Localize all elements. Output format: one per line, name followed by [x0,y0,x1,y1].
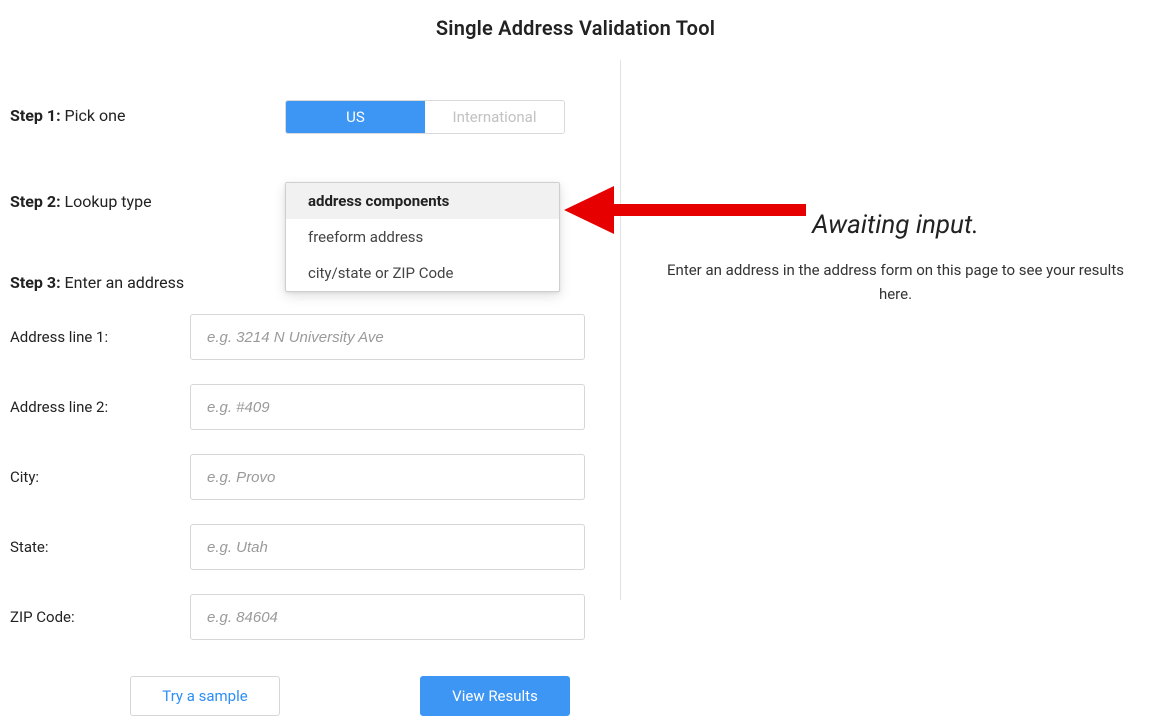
step2-label-rest: Lookup type [61,192,152,211]
input-address2[interactable] [190,384,585,430]
dropdown-panel: address components freeform address city… [285,182,560,292]
step3-label-bold: Step 3: [10,273,61,292]
step1-label-rest: Pick one [61,106,126,125]
country-toggle: US International [285,100,565,134]
input-state[interactable] [190,524,585,570]
field-row-city: City: [10,454,610,500]
step1-label: Step 1: Pick one [10,100,285,125]
form-panel: Step 1: Pick one US International Step 2… [0,50,620,680]
field-row-zip: ZIP Code: [10,594,610,640]
main-layout: Step 1: Pick one US International Step 2… [0,50,1151,680]
step2-label-bold: Step 2: [10,192,61,211]
input-city[interactable] [190,454,585,500]
label-state: State: [10,538,190,556]
step2-label: Step 2: Lookup type [10,186,285,211]
dropdown-option-freeform[interactable]: freeform address [286,219,559,255]
label-city: City: [10,468,190,486]
field-row-address1: Address line 1: [10,314,610,360]
try-sample-button[interactable]: Try a sample [130,676,280,716]
label-address2: Address line 2: [10,398,190,416]
input-zip[interactable] [190,594,585,640]
label-address1: Address line 1: [10,328,190,346]
results-subtext: Enter an address in the address form on … [660,258,1131,306]
field-row-address2: Address line 2: [10,384,610,430]
results-panel: Awaiting input. Enter an address in the … [620,50,1151,680]
step2-row: Step 2: Lookup type address components f… [10,186,610,211]
step1-row: Step 1: Pick one US International [10,100,610,134]
view-results-button[interactable]: View Results [420,676,570,716]
step1-label-bold: Step 1: [10,106,61,125]
page-title: Single Address Validation Tool [0,0,1151,50]
dropdown-option-address-components[interactable]: address components [286,183,559,219]
toggle-international[interactable]: International [425,101,564,133]
input-address1[interactable] [190,314,585,360]
step3-label-rest: Enter an address [61,273,185,292]
button-row: Try a sample View Results [10,676,610,716]
dropdown-option-city-state-zip[interactable]: city/state or ZIP Code [286,255,559,291]
label-zip: ZIP Code: [10,608,190,626]
vertical-divider [620,60,621,600]
results-heading: Awaiting input. [660,210,1131,240]
field-row-state: State: [10,524,610,570]
toggle-us[interactable]: US [286,101,425,133]
step3-label: Step 3: Enter an address [10,267,184,292]
